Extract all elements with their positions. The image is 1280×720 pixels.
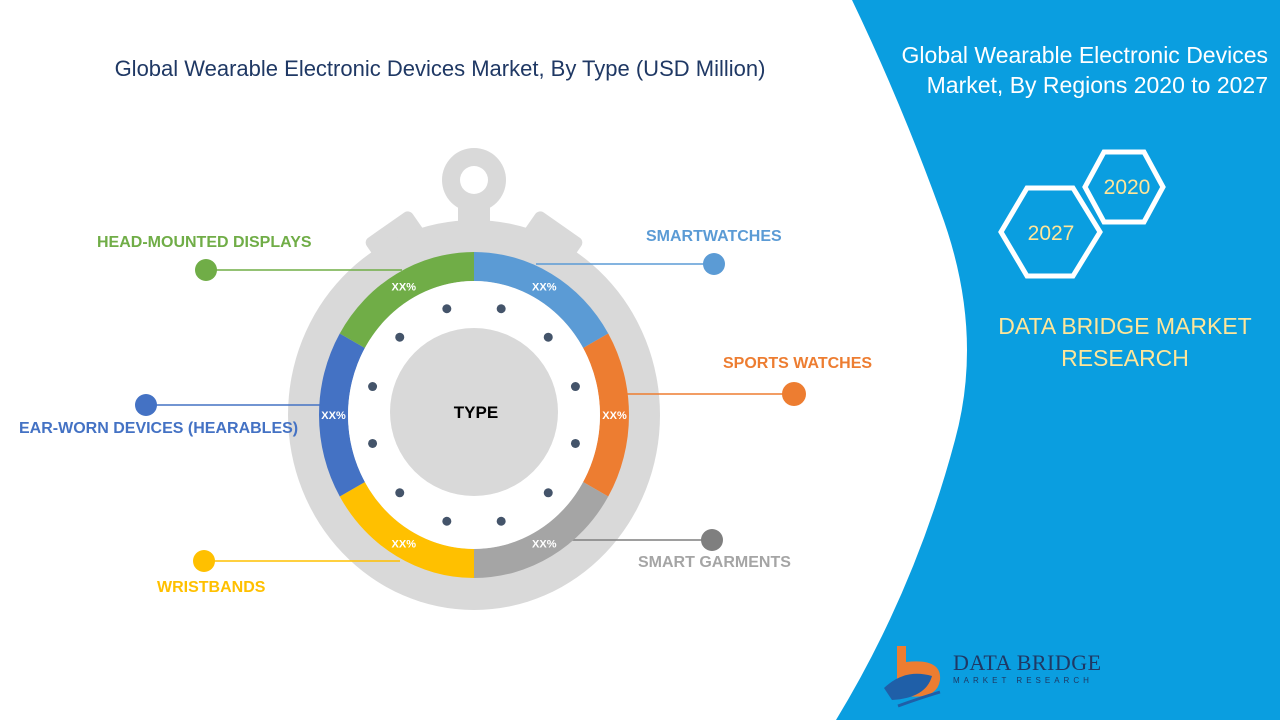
ring-segment bbox=[339, 482, 474, 578]
dot-smart-garments bbox=[701, 529, 723, 551]
side-panel bbox=[836, 0, 1280, 720]
face-dot bbox=[395, 332, 405, 342]
dot-sports-watches bbox=[782, 382, 806, 406]
segment-value: XX% bbox=[532, 539, 557, 551]
center-label: TYPE bbox=[454, 403, 498, 422]
face-dot bbox=[368, 382, 378, 392]
face-dot bbox=[442, 516, 452, 526]
dot-ear-worn bbox=[135, 394, 157, 416]
logo-title: DATA BRIDGE bbox=[953, 650, 1102, 675]
brand-line-1: DATA BRIDGE MARKET bbox=[998, 313, 1252, 339]
dot-wristbands bbox=[193, 550, 215, 572]
ring-segment bbox=[583, 333, 629, 497]
face-dot bbox=[570, 382, 580, 392]
year-2027: 2027 bbox=[1028, 222, 1075, 245]
hexagon-2020 bbox=[1082, 149, 1166, 225]
label-ear-worn-devices: EAR-WORN DEVICES (HEARABLES) bbox=[19, 420, 299, 437]
segment-value: XX% bbox=[602, 410, 627, 422]
connector-lines bbox=[146, 263, 794, 562]
ring-segment bbox=[339, 252, 474, 348]
label-sports-watches: SPORTS WATCHES bbox=[723, 355, 873, 372]
segment-value: XX% bbox=[321, 410, 346, 422]
label-smartwatches: SMARTWATCHES bbox=[646, 228, 782, 245]
dot-head-mounted bbox=[195, 259, 217, 281]
ring-segment bbox=[319, 333, 365, 497]
segment-value: XX% bbox=[392, 539, 417, 551]
side-title: Global Wearable Electronic Devices Marke… bbox=[848, 40, 1268, 100]
ring-segment bbox=[474, 482, 609, 578]
face-dot bbox=[496, 304, 506, 314]
brand-line-2: RESEARCH bbox=[1061, 345, 1189, 371]
label-smart-garments: SMART GARMENTS bbox=[638, 554, 791, 571]
side-title-line-1: Global Wearable Electronic Devices bbox=[901, 42, 1268, 68]
logo-icon bbox=[884, 646, 941, 708]
face-dot bbox=[368, 438, 378, 448]
segment-value: XX% bbox=[532, 281, 557, 293]
brand-text: DATA BRIDGE MARKET RESEARCH bbox=[985, 310, 1265, 374]
face-dot bbox=[496, 516, 506, 526]
crown-hole bbox=[460, 166, 488, 194]
segment-value: XX% bbox=[392, 281, 417, 293]
segment-values: XX% XX% XX% XX% XX% XX% bbox=[321, 281, 627, 550]
center-hub bbox=[390, 328, 558, 496]
label-head-mounted-displays: HEAD-MOUNTED DISPLAYS bbox=[97, 234, 312, 251]
logo-subtitle: MARKET RESEARCH bbox=[953, 676, 1093, 685]
side-title-line-2: Market, By Regions 2020 to 2027 bbox=[926, 72, 1268, 98]
dot-smartwatches bbox=[703, 253, 725, 275]
face-dot bbox=[543, 332, 553, 342]
face-dot bbox=[395, 488, 405, 498]
hexagon-2027 bbox=[998, 185, 1103, 279]
hour-dots bbox=[368, 304, 580, 526]
year-2020: 2020 bbox=[1104, 176, 1151, 199]
label-wristbands: WRISTBANDS bbox=[157, 579, 266, 596]
chart-title: Global Wearable Electronic Devices Marke… bbox=[114, 56, 766, 81]
legend-dots bbox=[135, 253, 806, 572]
ring-segment bbox=[474, 252, 609, 348]
segment-ring bbox=[319, 252, 629, 578]
face-dot bbox=[442, 304, 452, 314]
face-dot bbox=[570, 438, 580, 448]
face-dot bbox=[543, 488, 553, 498]
